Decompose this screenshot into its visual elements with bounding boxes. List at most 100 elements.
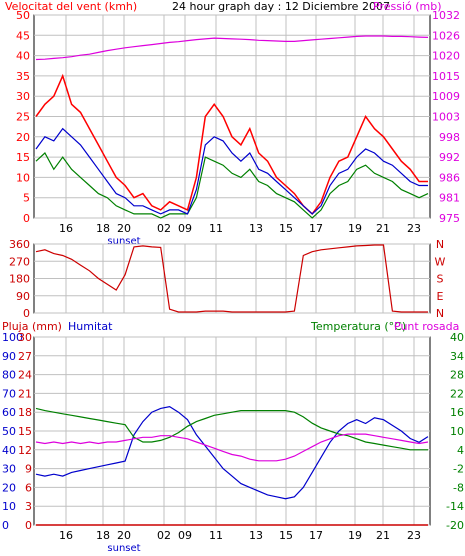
wind-ytick-9: 45: [16, 29, 30, 42]
climate-xtick-9: 19: [348, 529, 362, 542]
temperature-ytick-8: 28: [450, 369, 464, 382]
direction-ytick-0: 0: [23, 307, 30, 320]
direction-line: [35, 244, 428, 313]
wind-xtick-8: 17: [309, 222, 323, 235]
temperature-ytick-10: 40: [450, 331, 464, 344]
climate-xtick-10: 21: [376, 529, 390, 542]
wind-speed-line: [35, 152, 429, 219]
rain-ytick-9: 27: [18, 350, 32, 363]
temperature-ytick-5: 10: [450, 425, 464, 438]
direction-compass-3: W: [435, 255, 446, 268]
temperature-label: Temperatura (°C): [310, 320, 406, 333]
climate-xtick-4: 09: [178, 529, 192, 542]
direction-ytick-2: 180: [9, 273, 30, 286]
wind-xtick-2: 20: [117, 222, 131, 235]
wind-ytick-10: 50: [16, 9, 30, 22]
dewpoint-line: [35, 433, 429, 462]
wind-xtick-1: 18: [96, 222, 110, 235]
wind-xtick-9: 19: [348, 222, 362, 235]
temperature-ytick-0: -20: [446, 519, 464, 532]
wind-xtick-4: 09: [178, 222, 192, 235]
temperature-line: [35, 407, 428, 451]
pressure-ytick-5: 1003: [432, 111, 460, 124]
wind-ytick-4: 20: [16, 131, 30, 144]
rain-ytick-2: 6: [25, 481, 32, 494]
humidity-line: [35, 405, 429, 500]
humidity-ytick-7: 70: [2, 387, 16, 400]
wind-ytick-5: 25: [16, 111, 30, 124]
wind-xtick-11: 23: [407, 222, 421, 235]
humidity-ytick-10: 100: [2, 331, 23, 344]
direction-compass-4: N: [436, 238, 444, 251]
wind-ytick-6: 30: [16, 90, 30, 103]
pressure-ytick-10: 1032: [432, 9, 460, 22]
climate-xtick-0: 16: [59, 529, 73, 542]
wind-xtick-6: 13: [249, 222, 263, 235]
rain-ytick-1: 3: [25, 500, 32, 513]
temperature-ytick-1: -14: [446, 500, 464, 513]
temperature-ytick-7: 22: [450, 387, 464, 400]
pressure-label: Pressió (mb): [373, 0, 442, 13]
climate-xtick-1: 18: [96, 529, 110, 542]
pressure-ytick-3: 992: [439, 151, 460, 164]
climate-xtick-6: 13: [249, 529, 263, 542]
wind-ytick-7: 35: [16, 70, 30, 83]
pressure-ytick-7: 1015: [432, 70, 460, 83]
wind-avg-line: [35, 127, 428, 215]
humidity-ytick-6: 60: [2, 406, 16, 419]
wind-speed-label: Velocitat del vent (kmh): [5, 0, 138, 13]
chart-title: 24 hour graph day : 12 Diciembre 2007: [172, 0, 390, 13]
climate-xtick-2: 20: [117, 529, 131, 542]
humidity-ytick-1: 10: [2, 500, 16, 513]
climate-xtick-7: 15: [279, 529, 293, 542]
rain-ytick-10: 30: [18, 331, 32, 344]
direction-compass-2: S: [437, 273, 444, 286]
rain-ytick-7: 21: [18, 387, 32, 400]
wind-ytick-1: 5: [23, 192, 30, 205]
rain-label: Pluja (mm): [2, 320, 62, 333]
wind-ytick-8: 40: [16, 50, 30, 63]
rain-ytick-4: 12: [18, 444, 32, 457]
wind-xtick-10: 21: [376, 222, 390, 235]
humidity-ytick-5: 50: [2, 425, 16, 438]
pressure-ytick-0: 975: [439, 212, 460, 225]
pressure-ytick-9: 1026: [432, 29, 460, 42]
pressure-ytick-8: 1020: [432, 50, 460, 63]
direction-compass-0: N: [436, 307, 444, 320]
climate-sunset-label: sunset: [107, 543, 140, 554]
climate-xtick-8: 17: [309, 529, 323, 542]
humidity-ytick-2: 20: [2, 481, 16, 494]
humidity-label: Humitat: [68, 320, 113, 333]
direction-ytick-3: 270: [9, 255, 30, 268]
pressure-ytick-6: 1009: [432, 90, 460, 103]
direction-compass-1: E: [437, 290, 444, 303]
pressure-line: [35, 35, 429, 61]
direction-ytick-1: 90: [16, 290, 30, 303]
climate-xtick-11: 23: [407, 529, 421, 542]
wind-gust-line: [35, 73, 428, 216]
rain-ytick-0: 0: [25, 519, 32, 532]
temperature-ytick-2: -8: [453, 481, 464, 494]
temperature-ytick-4: 4: [457, 444, 464, 457]
wind-ytick-3: 15: [16, 151, 30, 164]
wind-ytick-0: 0: [23, 212, 30, 225]
rain-ytick-6: 18: [18, 406, 32, 419]
humidity-ytick-8: 80: [2, 369, 16, 382]
humidity-ytick-3: 30: [2, 463, 16, 476]
humidity-ytick-4: 40: [2, 444, 16, 457]
humidity-ytick-9: 90: [2, 350, 16, 363]
wind-xtick-5: 11: [209, 222, 223, 235]
wind-sunset-label: sunset: [107, 236, 140, 247]
temperature-ytick-9: 34: [450, 350, 464, 363]
temperature-ytick-3: -2: [453, 463, 464, 476]
pressure-ytick-1: 981: [439, 192, 460, 205]
pressure-ytick-2: 986: [439, 171, 460, 184]
rain-ytick-5: 15: [18, 425, 32, 438]
climate-xtick-5: 11: [209, 529, 223, 542]
temperature-ytick-6: 16: [450, 406, 464, 419]
wind-xtick-7: 15: [279, 222, 293, 235]
direction-ytick-4: 360: [9, 238, 30, 251]
pressure-ytick-4: 998: [439, 131, 460, 144]
